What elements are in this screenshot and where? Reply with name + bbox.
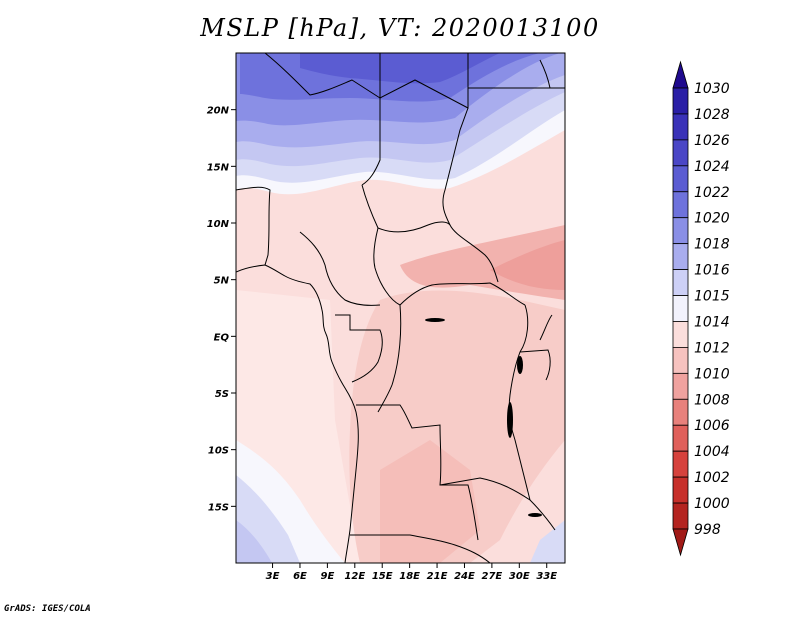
coastline-nile-delta xyxy=(539,59,551,89)
border-uganda xyxy=(519,349,551,381)
colorbar-label: 1018 xyxy=(694,237,730,253)
colorbar-label: 1020 xyxy=(694,211,730,227)
colorbar-label: 1004 xyxy=(694,444,730,460)
y-tick-label: 15N xyxy=(207,162,230,173)
field-1008-core xyxy=(490,240,565,290)
colorbar-swatch xyxy=(672,87,689,115)
x-tick-label: 21E xyxy=(427,571,448,582)
colorbar-swatch xyxy=(672,476,689,504)
border-cameroon-car xyxy=(361,184,401,306)
colorbar-label: 1028 xyxy=(694,107,730,123)
x-tick-label: 9E xyxy=(320,571,334,582)
colorbar-swatch xyxy=(672,502,689,530)
colorbar-label: 998 xyxy=(694,522,721,538)
border-niger-chad xyxy=(361,53,381,186)
y-tick-label: EQ xyxy=(214,332,230,343)
colorbar-label: 1024 xyxy=(694,159,730,175)
colorbar-swatch xyxy=(672,191,689,219)
border-angola-namibia xyxy=(350,534,491,563)
colorbar-swatch xyxy=(672,217,689,245)
lakes xyxy=(425,318,542,517)
colorbar-label: 1010 xyxy=(694,366,730,382)
border-zambia xyxy=(439,477,556,531)
x-tick-label: 33E xyxy=(536,571,557,582)
colorbar-label: 1026 xyxy=(694,133,730,149)
border-lines xyxy=(236,53,565,563)
colorbar-swatch xyxy=(672,243,689,270)
colorbar-swatch xyxy=(672,424,689,452)
colorbar-swatch xyxy=(672,113,689,141)
border-gabon-congo xyxy=(335,314,383,383)
colorbar-label: 1012 xyxy=(694,340,730,356)
field-1014-band xyxy=(236,440,345,563)
field-1010-south xyxy=(380,440,480,563)
colorbar-label: 1014 xyxy=(694,314,730,330)
colorbar-top-arrow xyxy=(672,60,689,89)
x-tick-label: 15E xyxy=(372,571,393,582)
border-congo-drc xyxy=(377,304,402,413)
colorbar-label: 1000 xyxy=(694,496,730,512)
map-frame xyxy=(235,52,566,564)
colorbar-swatch xyxy=(672,269,689,296)
lake-1 xyxy=(425,318,445,322)
border-angola-drc xyxy=(356,404,479,541)
lake-2 xyxy=(517,356,523,374)
colorbar-label: 1002 xyxy=(694,470,730,486)
colorbar-swatch xyxy=(672,321,689,348)
colorbar-swatch xyxy=(672,450,689,478)
x-tick-label: 24E xyxy=(454,571,475,582)
colorbar-swatch xyxy=(672,139,689,167)
lake-kariba xyxy=(528,513,542,517)
x-tick-label: 18E xyxy=(399,571,420,582)
y-tick-label: 10N xyxy=(207,219,230,230)
x-tick-label: 27E xyxy=(482,571,503,582)
colorbar-label: 1015 xyxy=(694,289,730,305)
border-westafrica xyxy=(236,186,271,266)
x-axis: 3E 6E 9E 12E 15E 18E 21E 24E 27E 30E 33E xyxy=(266,563,557,582)
y-tick-label: 10S xyxy=(208,446,229,457)
colorbar-swatch xyxy=(672,398,689,426)
colorbar-label: 1030 xyxy=(694,81,730,97)
map-title: MSLP [hPa], VT: 2020013100 xyxy=(200,14,600,42)
grads-credit: GrADS: IGES/COLA xyxy=(4,604,91,614)
field-1016-se xyxy=(530,520,565,563)
colorbar-bottom-arrow xyxy=(672,528,689,557)
border-car-drc xyxy=(399,282,526,306)
colorbar-swatch xyxy=(672,295,689,322)
lake-tanganyika xyxy=(507,402,513,438)
border-drc-east xyxy=(508,304,531,501)
field-1024-north xyxy=(300,53,500,84)
field-1018-sw xyxy=(236,520,272,563)
x-tick-label: 6E xyxy=(293,571,307,582)
colorbar: 1030 1028 1026 1024 1022 1020 1018 1016 1015 1014… xyxy=(672,60,730,557)
lake-victoria-edge xyxy=(539,314,553,341)
border-libya-sudan xyxy=(467,87,565,108)
y-axis: 20N 15N 10N 5N EQ 5S 10S 15S xyxy=(207,106,236,513)
pressure-field xyxy=(236,53,565,563)
colorbar-label: 1006 xyxy=(694,418,730,434)
colorbar-label: 1022 xyxy=(694,185,730,201)
x-tick-label: 30E xyxy=(509,571,530,582)
y-tick-label: 15S xyxy=(208,502,229,513)
colorbar-label: 1008 xyxy=(694,392,730,408)
y-tick-label: 5S xyxy=(215,389,229,400)
atlantic-coastline xyxy=(236,264,359,563)
x-tick-label: 12E xyxy=(344,571,365,582)
y-tick-label: 20N xyxy=(207,106,230,117)
y-tick-label: 5N xyxy=(214,276,230,287)
colorbar-swatch xyxy=(672,372,689,400)
border-nigeria-cameroon xyxy=(299,231,381,306)
colorbar-swatch xyxy=(672,347,689,374)
x-tick-label: 3E xyxy=(266,571,280,582)
border-chad-car xyxy=(377,221,451,233)
colorbar-swatch xyxy=(672,165,689,193)
colorbar-label: 1016 xyxy=(694,263,730,279)
border-libya-chad xyxy=(379,53,469,109)
border-mali-niger xyxy=(264,53,381,99)
